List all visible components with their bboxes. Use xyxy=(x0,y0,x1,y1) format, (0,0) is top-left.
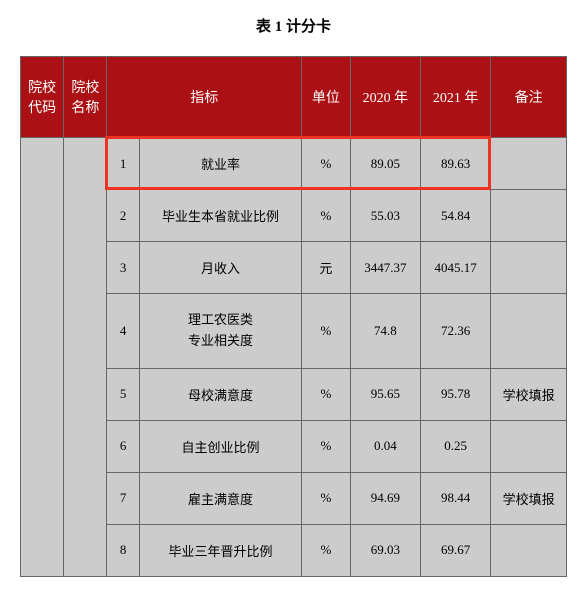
cell-year1: 89.05 xyxy=(350,138,420,190)
cell-remark xyxy=(491,242,567,294)
cell-remark xyxy=(491,420,567,472)
header-year2-label: 2021 年 xyxy=(433,91,479,106)
cell-indicator: 就业率 xyxy=(139,138,301,190)
cell-year2: 54.84 xyxy=(420,190,490,242)
table-header-row: 院校代码 院校名称 指标 单位 2020 年 2021 年 备注 xyxy=(21,57,567,138)
cell-indicator: 毕业三年晋升比例 xyxy=(139,524,301,576)
cell-year2: 89.63 xyxy=(420,138,490,190)
cell-indicator: 月收入 xyxy=(139,242,301,294)
table-row: 1就业率%89.0589.63 xyxy=(21,138,567,190)
cell-indicator: 毕业生本省就业比例 xyxy=(139,190,301,242)
cell-remark: 学校填报 xyxy=(491,368,567,420)
cell-index: 2 xyxy=(107,190,139,242)
table-wrapper: 院校代码 院校名称 指标 单位 2020 年 2021 年 备注 1就业率%89… xyxy=(20,56,567,577)
cell-year1: 0.04 xyxy=(350,420,420,472)
header-unit-label: 单位 xyxy=(312,91,340,106)
header-code-label: 院校代码 xyxy=(28,81,56,116)
cell-index: 3 xyxy=(107,242,139,294)
cell-year2: 0.25 xyxy=(420,420,490,472)
cell-year2: 95.78 xyxy=(420,368,490,420)
cell-unit: % xyxy=(302,420,351,472)
indicator-line: 专业相关度 xyxy=(144,331,297,352)
cell-remark xyxy=(491,524,567,576)
cell-year2: 69.67 xyxy=(420,524,490,576)
cell-year1: 69.03 xyxy=(350,524,420,576)
cell-year1: 74.8 xyxy=(350,294,420,369)
header-indicator: 指标 xyxy=(107,57,302,138)
scorecard-table: 院校代码 院校名称 指标 单位 2020 年 2021 年 备注 1就业率%89… xyxy=(20,56,567,577)
cell-unit: % xyxy=(302,472,351,524)
table-body: 1就业率%89.0589.632毕业生本省就业比例%55.0354.843月收入… xyxy=(21,138,567,577)
cell-unit: % xyxy=(302,190,351,242)
cell-index: 5 xyxy=(107,368,139,420)
header-remark-label: 备注 xyxy=(515,91,543,106)
cell-indicator: 母校满意度 xyxy=(139,368,301,420)
cell-year1: 3447.37 xyxy=(350,242,420,294)
cell-unit: % xyxy=(302,294,351,369)
cell-index: 6 xyxy=(107,420,139,472)
header-year2: 2021 年 xyxy=(420,57,490,138)
cell-index: 1 xyxy=(107,138,139,190)
cell-code xyxy=(21,138,64,577)
cell-remark xyxy=(491,138,567,190)
cell-year1: 94.69 xyxy=(350,472,420,524)
cell-indicator: 理工农医类专业相关度 xyxy=(139,294,301,369)
header-name-label: 院校名称 xyxy=(71,81,99,116)
cell-year1: 55.03 xyxy=(350,190,420,242)
header-year1-label: 2020 年 xyxy=(363,91,409,106)
cell-unit: % xyxy=(302,524,351,576)
cell-remark xyxy=(491,190,567,242)
cell-unit: % xyxy=(302,138,351,190)
header-indicator-label: 指标 xyxy=(190,91,218,106)
header-remark: 备注 xyxy=(491,57,567,138)
cell-indicator: 雇主满意度 xyxy=(139,472,301,524)
cell-indicator: 自主创业比例 xyxy=(139,420,301,472)
header-unit: 单位 xyxy=(302,57,351,138)
cell-index: 4 xyxy=(107,294,139,369)
cell-index: 8 xyxy=(107,524,139,576)
header-code: 院校代码 xyxy=(21,57,64,138)
cell-index: 7 xyxy=(107,472,139,524)
indicator-line: 理工农医类 xyxy=(144,310,297,331)
cell-year2: 4045.17 xyxy=(420,242,490,294)
cell-remark: 学校填报 xyxy=(491,472,567,524)
cell-unit: % xyxy=(302,368,351,420)
cell-name xyxy=(64,138,107,577)
cell-unit: 元 xyxy=(302,242,351,294)
cell-year1: 95.65 xyxy=(350,368,420,420)
header-name: 院校名称 xyxy=(64,57,107,138)
cell-year2: 72.36 xyxy=(420,294,490,369)
header-year1: 2020 年 xyxy=(350,57,420,138)
table-title: 表 1 计分卡 xyxy=(20,15,567,36)
cell-remark xyxy=(491,294,567,369)
cell-year2: 98.44 xyxy=(420,472,490,524)
